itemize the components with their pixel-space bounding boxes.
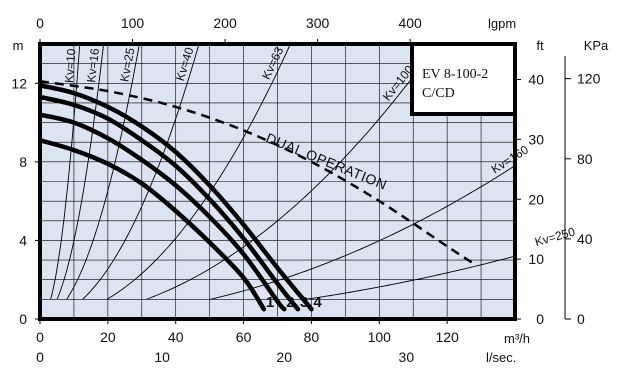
x-tick-label: 60 <box>236 329 252 345</box>
kv-curve <box>146 44 439 300</box>
kpa-axis-unit: KPa <box>584 38 609 53</box>
pump-curve <box>40 94 301 312</box>
kv-curve <box>56 44 105 300</box>
x-axis-unit: m³/h <box>504 331 530 346</box>
model-box: EV 8-100-2 C/CD <box>410 42 517 116</box>
lsec-tick-label: 10 <box>154 349 170 365</box>
plot-frame <box>38 42 517 321</box>
lgpm-tick-label: 300 <box>306 15 330 31</box>
pump-curve <box>40 138 267 312</box>
ft-axis-unit: ft <box>536 38 544 53</box>
axes: 0 20 40 60 80 100 120 m³/h0 10 20 30 l/sec.0 100 200 3… <box>11 15 609 365</box>
kv-label: Kv=16 <box>84 47 102 83</box>
kv-curve <box>209 165 515 300</box>
ft-tick-label: 30 <box>528 131 544 147</box>
x-tick-label: 100 <box>368 329 392 345</box>
kv-curve <box>66 44 140 300</box>
pump-curve-label: 3 <box>300 294 308 311</box>
ft-tick-label: 20 <box>528 191 544 207</box>
y-tick-label: 12 <box>11 75 27 91</box>
y-tick-label: 0 <box>19 311 27 327</box>
ft-tick-label: 0 <box>536 311 544 327</box>
pump-curve-label: 4 <box>313 294 322 311</box>
kv-curve <box>50 44 81 300</box>
kv-curve <box>305 255 515 300</box>
dual-operation-line <box>40 80 475 266</box>
pump-curve <box>40 83 314 312</box>
lsec-axis-unit: l/sec. <box>486 350 516 365</box>
ft-tick-label: 10 <box>528 251 544 267</box>
y-tick-label: 4 <box>19 232 27 248</box>
kpa-tick-label: 0 <box>577 311 585 327</box>
x-tick-label: 40 <box>168 329 184 345</box>
lgpm-tick-label: 100 <box>121 15 145 31</box>
lgpm-tick-label: 400 <box>398 15 422 31</box>
kv-label: Kv=250 <box>533 224 577 249</box>
kpa-tick-label: 120 <box>577 71 601 87</box>
kv-curve <box>106 44 291 300</box>
x-tick-label: 80 <box>304 329 320 345</box>
y-axis-unit: m <box>13 38 24 53</box>
kv-curve <box>82 44 200 300</box>
lgpm-axis-unit: lgpm <box>488 16 516 31</box>
kpa-tick-label: 40 <box>577 231 593 247</box>
pump-curve-label: 2 <box>286 294 294 311</box>
lgpm-tick-label: 200 <box>213 15 237 31</box>
kpa-tick-label: 80 <box>577 151 593 167</box>
ft-tick-label: 40 <box>528 72 544 88</box>
pump-curve-label: 1 <box>266 294 274 311</box>
y-tick-label: 8 <box>19 154 27 170</box>
kv-curves <box>50 44 515 300</box>
kv-label: Kv=25 <box>117 46 137 83</box>
lsec-tick-label: 0 <box>36 349 44 365</box>
lgpm-tick-label: 0 <box>36 15 44 31</box>
pump-curves <box>40 83 314 312</box>
x-tick-label: 120 <box>435 329 459 345</box>
dual-operation-curve <box>40 80 475 266</box>
x-tick-label: 0 <box>36 329 44 345</box>
lsec-tick-label: 20 <box>276 349 292 365</box>
pump-curve <box>40 112 287 312</box>
lsec-tick-label: 30 <box>399 349 415 365</box>
model-variant: C/CD <box>422 86 455 101</box>
x-tick-label: 20 <box>100 329 116 345</box>
model-name: EV 8-100-2 <box>422 67 488 82</box>
kv-label: Kv=10 <box>62 48 79 84</box>
